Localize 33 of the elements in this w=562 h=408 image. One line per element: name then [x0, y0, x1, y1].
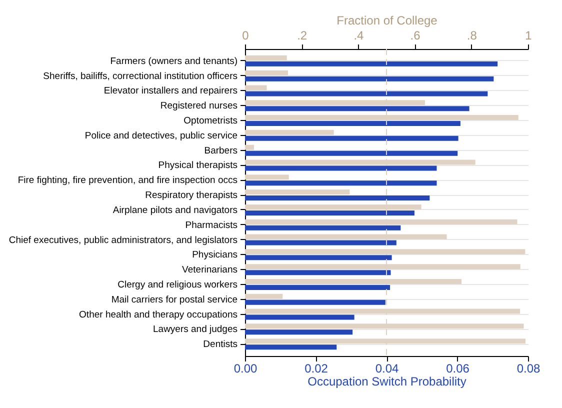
- y-tick-label: Pharmacists: [185, 220, 238, 231]
- y-tick-label: Clergy and religious workers: [118, 279, 238, 290]
- x-tick-label: 0.08: [516, 362, 540, 376]
- y-tick-label: Police and detectives, public service: [84, 130, 238, 142]
- y-tick-label: Physicians: [192, 250, 238, 261]
- x2-tick-label: .8: [466, 28, 478, 42]
- x-tick-label: 0.02: [304, 362, 328, 376]
- y-tick-label: Veterinarians: [182, 264, 238, 276]
- y-tick-label: Chief executives, public administrators, and legislators: [8, 234, 238, 246]
- x2-tick-label: 1: [525, 28, 532, 42]
- y-tick-label: Optometrists: [184, 116, 238, 127]
- y-tick-label: Barbers: [204, 145, 238, 156]
- x2-tick-label: .6: [410, 28, 421, 42]
- y-tick-label: Sheriffs, bailiffs, correctional institution officers: [43, 70, 238, 82]
- x2-axis-title: Fraction of College: [336, 14, 438, 28]
- y-tick-label: Other health and therapy occupations: [79, 309, 238, 320]
- y-tick-label: Fire fighting, fire prevention, and fire inspection occs: [18, 175, 238, 186]
- y-tick-label: Airplane pilots and navigators: [112, 204, 238, 216]
- y-tick-label: Farmers (owners and tenants): [110, 56, 238, 67]
- x-tick-label: 0.04: [375, 362, 399, 376]
- y-tick-label: Physical therapists: [158, 160, 238, 172]
- x-tick-label: 0.00: [234, 362, 258, 376]
- y-tick-label: Respiratory therapists: [145, 190, 238, 202]
- y-tick-label: Lawyers and judges: [153, 324, 238, 336]
- x2-tick-label: .2: [297, 28, 308, 42]
- y-tick-label: Registered nurses: [160, 100, 238, 112]
- y-tick-label: Dentists: [203, 339, 238, 350]
- x-axis-title: Occupation Switch Probability: [308, 374, 466, 388]
- x2-tick-label: 0: [242, 28, 250, 42]
- y-tick-label: Elevator installers and repairers: [104, 86, 238, 97]
- y-tick-label: Mail carriers for postal service: [111, 294, 238, 306]
- x2-tick-label: .4: [354, 28, 364, 42]
- x-tick-label: 0.06: [446, 362, 470, 376]
